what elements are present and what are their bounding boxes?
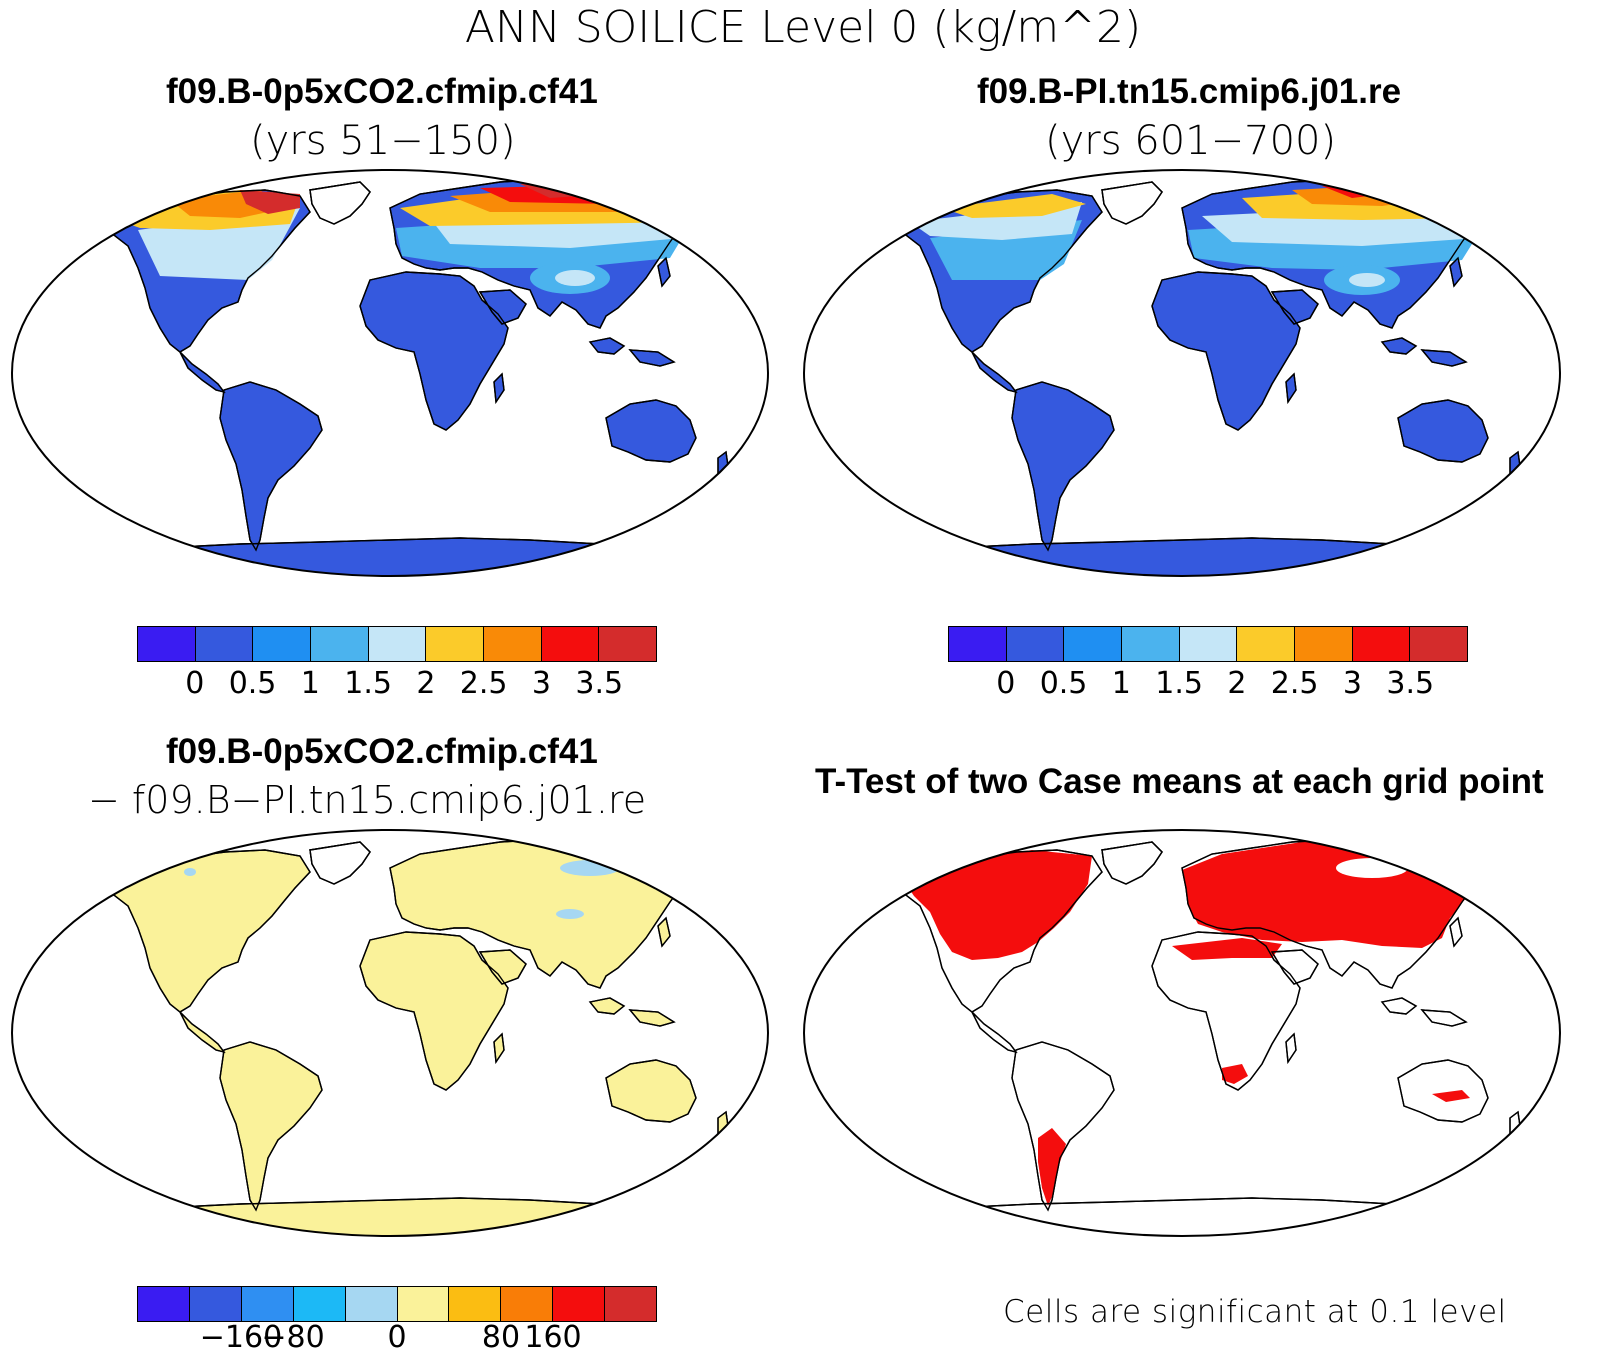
cb-tl-tick-label: 0 xyxy=(185,666,205,701)
br-siberia-gap xyxy=(1336,858,1408,878)
map-top-left xyxy=(11,169,769,577)
cb-bl-swatch-7 xyxy=(500,1287,553,1321)
colorbar-top-right xyxy=(948,626,1468,662)
cb-tr-tick-label: 3.5 xyxy=(1386,666,1435,701)
cb-tl-tick-label: 3.5 xyxy=(575,666,624,701)
cb-tr-swatch-7 xyxy=(1351,627,1410,661)
cb-tr-swatch-8 xyxy=(1409,627,1468,661)
cb-bl-tick-label: 80 xyxy=(481,1320,521,1355)
cb-tr-swatch-6 xyxy=(1294,627,1352,661)
panel-tr-years: (yrs 601−700) xyxy=(1045,118,1337,164)
br-sahara-significant xyxy=(1172,938,1282,960)
cb-tl-tick-label: 2 xyxy=(416,666,436,701)
cb-tl-tick-label: 1 xyxy=(300,666,320,701)
br-safrica-significant xyxy=(1222,1064,1248,1084)
cb-bl-tick-label: −160 xyxy=(199,1320,283,1355)
cb-tr-swatch-4 xyxy=(1178,627,1237,661)
cb-tr-tick-label: 2 xyxy=(1227,666,1247,701)
panel-bl-title-line1: f09.B-0p5xCO2.cfmip.cf41 xyxy=(166,732,598,771)
tl-na-red-patch xyxy=(240,190,300,214)
cb-tr-tick-label: 0 xyxy=(996,666,1016,701)
cb-tr-swatch-1 xyxy=(1005,627,1064,661)
panel-tl-years: (yrs 51−150) xyxy=(250,118,516,164)
cb-bl-tick-label: −80 xyxy=(261,1320,325,1355)
bl-tibet-minor-patch xyxy=(556,909,584,919)
cb-tl-swatch-4 xyxy=(367,627,426,661)
cb-bl-tick-label: 160 xyxy=(524,1320,582,1355)
colorbar-bottom-left-ticks: −160 −80 0 80 160 xyxy=(137,1320,657,1355)
bl-map-outline xyxy=(11,829,769,1237)
panel-tl-case-title: f09.B-0p5xCO2.cfmip.cf41 xyxy=(166,72,598,111)
map-bottom-left xyxy=(11,829,769,1237)
cb-tr-tick-label: 1.5 xyxy=(1155,666,1203,701)
cb-tr-swatch-3 xyxy=(1121,627,1179,661)
cb-tl-swatch-2 xyxy=(252,627,311,661)
cb-bl-swatch-8 xyxy=(552,1287,605,1321)
bl-land-diff xyxy=(89,839,729,1236)
tr-tibet-core xyxy=(1349,273,1385,287)
colorbar-bottom-left xyxy=(137,1286,657,1322)
tr-na-yellow-band xyxy=(942,194,1086,218)
cb-bl-swatch-1 xyxy=(188,1287,241,1321)
cb-tl-tick-label: 1.5 xyxy=(344,666,392,701)
cb-tr-swatch-0 xyxy=(949,627,1006,661)
panel-tr-case-title: f09.B-PI.tn15.cmip6.j01.re xyxy=(977,72,1402,111)
br-eu-significant xyxy=(1182,840,1492,948)
cb-bl-swatch-5 xyxy=(396,1287,449,1321)
colorbar-top-right-ticks: 0 0.5 1 1.5 2 2.5 3 3.5 xyxy=(948,666,1468,706)
cb-bl-swatch-0 xyxy=(138,1287,189,1321)
cb-tl-tick-label: 2.5 xyxy=(459,666,508,701)
cb-bl-tick-label: 0 xyxy=(387,1320,407,1355)
cb-tr-tick-label: 3 xyxy=(1342,666,1362,701)
cb-tl-swatch-8 xyxy=(598,627,657,661)
cb-bl-swatch-4 xyxy=(344,1287,397,1321)
br-na-significant xyxy=(902,850,1092,960)
br-patagonia-significant xyxy=(1038,1128,1066,1206)
significance-note: Cells are significant at 0.1 level xyxy=(1003,1294,1507,1330)
panel-br-title: T-Test of two Case means at each grid po… xyxy=(815,762,1544,801)
cb-tl-swatch-5 xyxy=(425,627,484,661)
tl-map-outline xyxy=(11,169,769,577)
colorbar-top-left xyxy=(137,626,657,662)
figure-title: ANN SOILICE Level 0 (kg/m^2) xyxy=(464,2,1142,53)
cb-bl-swatch-6 xyxy=(448,1287,501,1321)
cb-tr-swatch-2 xyxy=(1063,627,1122,661)
cb-tl-swatch-3 xyxy=(310,627,368,661)
cb-tr-tick-label: 0.5 xyxy=(1039,666,1088,701)
cb-bl-swatch-3 xyxy=(292,1287,345,1321)
cb-tl-tick-label: 0.5 xyxy=(228,666,277,701)
tl-tibet-core xyxy=(555,270,595,286)
cb-tl-tick-label: 3 xyxy=(531,666,551,701)
cb-tr-tick-label: 2.5 xyxy=(1270,666,1319,701)
cb-tl-swatch-7 xyxy=(540,627,599,661)
cb-tl-swatch-6 xyxy=(483,627,541,661)
cb-bl-swatch-2 xyxy=(240,1287,293,1321)
cb-tr-tick-label: 1 xyxy=(1111,666,1131,701)
map-bottom-right xyxy=(803,829,1561,1237)
cb-tr-swatch-5 xyxy=(1236,627,1295,661)
colorbar-top-left-ticks: 0 0.5 1 1.5 2 2.5 3 3.5 xyxy=(137,666,657,706)
cb-bl-swatch-9 xyxy=(604,1287,657,1321)
tr-map-outline xyxy=(803,169,1561,577)
panel-bl-title-line2: − f09.B−PI.tn15.cmip6.j01.re xyxy=(88,778,647,822)
cb-tl-swatch-0 xyxy=(138,627,195,661)
br-map-outline xyxy=(803,829,1561,1237)
map-top-right xyxy=(803,169,1561,577)
br-australia-significant xyxy=(1432,1090,1470,1102)
bl-canada-minor-patch xyxy=(184,868,196,876)
cb-tl-swatch-1 xyxy=(194,627,253,661)
